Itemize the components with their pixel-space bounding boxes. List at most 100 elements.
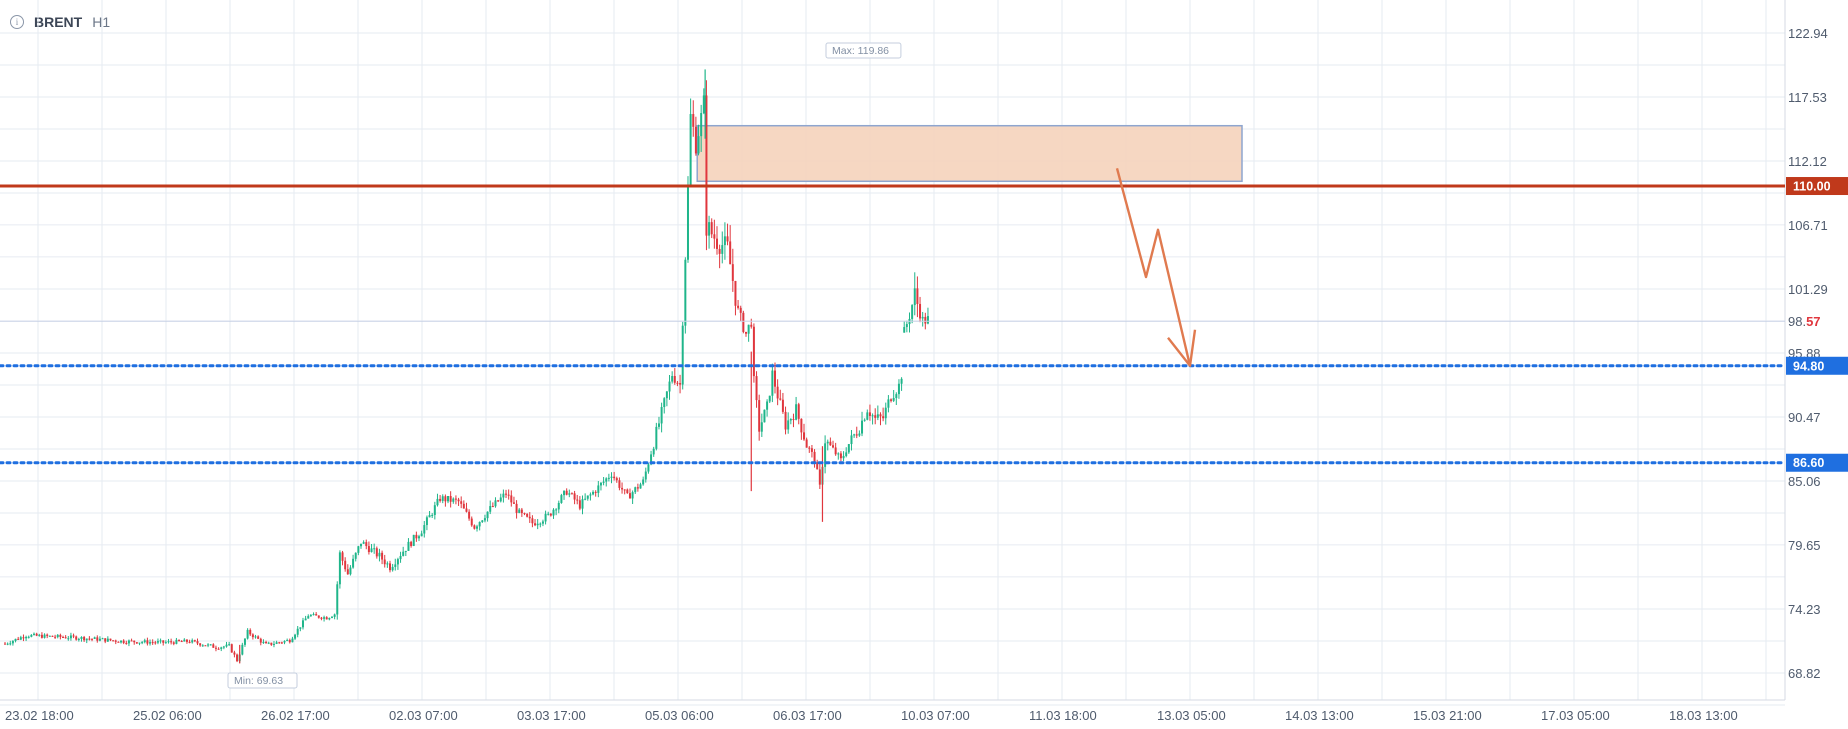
candle-body bbox=[457, 499, 460, 502]
candle-body bbox=[837, 453, 840, 455]
candle-body bbox=[473, 525, 476, 529]
resistance-zone-rect[interactable] bbox=[696, 124, 1243, 183]
candle-body bbox=[428, 515, 431, 518]
candle-body bbox=[117, 641, 120, 643]
candle-body bbox=[67, 638, 70, 640]
candle-body bbox=[452, 498, 455, 502]
level-badge[interactable] bbox=[1786, 453, 1848, 472]
candle-body bbox=[309, 615, 312, 617]
candle-body bbox=[763, 409, 766, 423]
candle-body bbox=[610, 476, 613, 478]
candle-body bbox=[378, 552, 381, 557]
candle-body bbox=[93, 637, 96, 639]
candle-body bbox=[650, 454, 653, 465]
candle-body bbox=[69, 635, 72, 639]
candle-body bbox=[386, 563, 389, 565]
candle-body bbox=[752, 326, 755, 377]
candle-body bbox=[394, 564, 397, 567]
candle-body bbox=[418, 536, 421, 539]
extreme-labels: Max: 119.86 Min: 69.63 bbox=[227, 42, 902, 689]
candle-body bbox=[710, 222, 713, 235]
candle-body bbox=[665, 391, 668, 399]
candle-body bbox=[43, 634, 46, 638]
candle-body bbox=[866, 412, 869, 420]
candle-body bbox=[114, 640, 117, 642]
candle-body bbox=[330, 616, 333, 618]
candle-body bbox=[787, 420, 790, 430]
candle-body bbox=[259, 638, 262, 643]
candle-body bbox=[209, 644, 212, 646]
candle-body bbox=[903, 327, 906, 333]
candle-body bbox=[631, 492, 634, 499]
candle-body bbox=[11, 640, 14, 644]
time-tick-label: 03.03 17:00 bbox=[517, 708, 586, 723]
level-badge[interactable] bbox=[1786, 356, 1848, 375]
candle-body bbox=[476, 526, 479, 529]
candle-body bbox=[222, 646, 225, 648]
candle-body bbox=[861, 420, 864, 434]
candle-body bbox=[468, 511, 471, 519]
candle-body bbox=[370, 548, 373, 553]
candle-body bbox=[170, 641, 173, 643]
candle-body bbox=[51, 635, 54, 637]
resistance-zone[interactable] bbox=[696, 124, 1243, 183]
candle-body bbox=[101, 638, 104, 640]
candle-body bbox=[294, 634, 297, 639]
timeframe-label[interactable]: H1 bbox=[92, 14, 111, 30]
level-badge[interactable] bbox=[1786, 177, 1848, 196]
candle-body bbox=[449, 496, 452, 502]
info-icon[interactable]: i bbox=[10, 15, 24, 29]
candle-body bbox=[697, 136, 700, 154]
candle-body bbox=[146, 640, 149, 644]
candle-body bbox=[694, 126, 697, 154]
candle-body bbox=[278, 642, 281, 644]
projection-path[interactable] bbox=[1115, 167, 1192, 367]
time-axis[interactable]: 23.02 18:00 25.02 06:00 26.02 17:00 02.03 0… bbox=[5, 708, 1738, 723]
candle-body bbox=[444, 496, 447, 502]
candle-body bbox=[275, 642, 278, 644]
candle-body bbox=[692, 114, 695, 127]
candle-body bbox=[597, 485, 600, 493]
candle-body bbox=[900, 378, 903, 384]
candle-body bbox=[423, 525, 426, 534]
candle-body bbox=[230, 644, 233, 653]
candle-body bbox=[805, 439, 808, 448]
candle-body bbox=[779, 398, 782, 400]
candle-body bbox=[391, 566, 394, 571]
candle-body bbox=[338, 552, 341, 585]
candle-body bbox=[375, 548, 378, 557]
time-tick-label: 18.03 13:00 bbox=[1669, 708, 1738, 723]
candle-body bbox=[433, 505, 436, 515]
candle-body bbox=[349, 567, 352, 575]
candle-body bbox=[22, 637, 25, 639]
level-badge-label: 110.00 bbox=[1793, 180, 1831, 194]
candle-body bbox=[104, 638, 107, 642]
candle-body bbox=[389, 563, 392, 571]
projection-arrow[interactable] bbox=[1115, 167, 1197, 367]
candle-body bbox=[890, 399, 893, 401]
candle-body bbox=[549, 513, 552, 516]
candle-body bbox=[225, 644, 228, 647]
candle-body bbox=[56, 634, 59, 638]
candle-body bbox=[892, 398, 895, 401]
candle-body bbox=[584, 498, 587, 500]
candle-body bbox=[792, 418, 795, 420]
candle-body bbox=[689, 114, 692, 185]
candle-body bbox=[48, 635, 51, 637]
candle-body bbox=[272, 643, 275, 645]
candle-body bbox=[162, 640, 165, 643]
candle-body bbox=[526, 513, 529, 517]
price-tick-label: 79.65 bbox=[1788, 538, 1821, 553]
price-axis[interactable]: 122.94117.53112.12106.71101.2995.8890.47… bbox=[1786, 26, 1848, 681]
candle-body bbox=[594, 491, 597, 493]
candle-body bbox=[734, 280, 737, 306]
candle-body bbox=[628, 493, 631, 499]
price-levels[interactable] bbox=[0, 184, 1787, 465]
candle-body bbox=[494, 500, 497, 507]
candle-body bbox=[83, 636, 86, 641]
candle-body bbox=[708, 222, 711, 236]
candle-body bbox=[576, 499, 579, 501]
candle-body bbox=[721, 245, 724, 254]
candle-body bbox=[420, 533, 423, 537]
